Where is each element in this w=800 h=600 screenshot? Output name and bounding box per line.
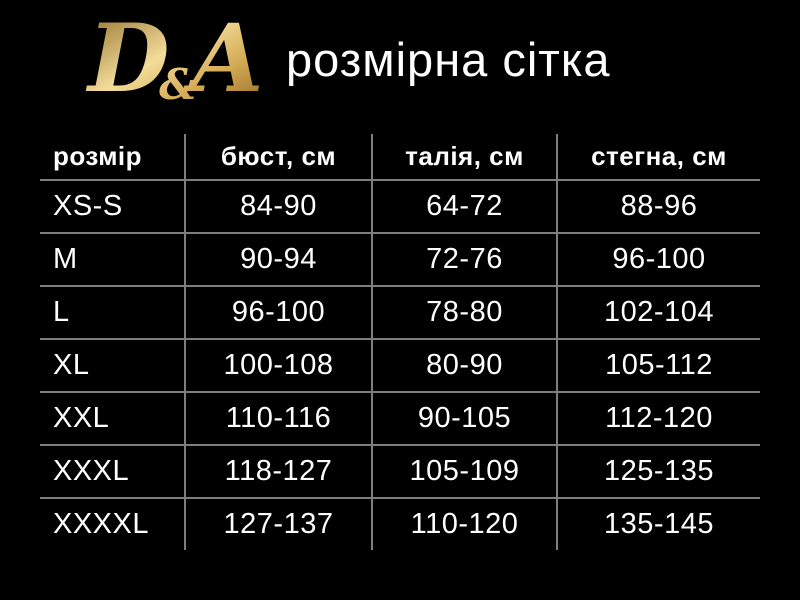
- measure-value: 78-80: [372, 286, 558, 340]
- measure-value: 110-120: [372, 498, 558, 550]
- size-label: XS-S: [40, 180, 186, 234]
- measure-value: 96-100: [557, 233, 760, 287]
- measure-value: 135-145: [604, 508, 714, 540]
- table-body: XS-S 84-90 64-72 88-96 M 90-94 72-76 96-100 L 96-…: [40, 180, 760, 550]
- brand-logo: D & A: [82, 7, 272, 111]
- measure-value: 90-105: [372, 392, 558, 446]
- measure-value: 100-108: [185, 339, 373, 393]
- table-header-row: розмір бюст, см талія, см стегна, см: [40, 134, 760, 181]
- logo-text: D & A: [85, 7, 264, 111]
- size-label: XXL: [40, 392, 186, 446]
- table-row-L: L 96-100 78-80 102-104: [40, 286, 760, 340]
- measure-value: 110-116: [185, 392, 373, 446]
- brand-header: D & A розмірна сітка: [0, 0, 800, 118]
- column-header-2: талія, см: [372, 134, 558, 181]
- measure-value: 105-112: [557, 339, 760, 393]
- size-label: L: [40, 286, 186, 340]
- measure-value: 96-100: [185, 286, 373, 340]
- size-label: XL: [40, 339, 186, 393]
- measure-value: 90-94: [185, 233, 373, 287]
- size-label: XXXL: [40, 445, 186, 499]
- logo-letter-a: A: [183, 7, 264, 111]
- measure-value: 125-135: [557, 445, 760, 499]
- table-row-XXL: XXL 110-116 90-105 112-120: [40, 392, 760, 446]
- logo-letter-d: D: [85, 7, 170, 111]
- brand-logo-graphic: D & A: [85, 7, 264, 111]
- measure-value: 102-104: [557, 286, 760, 340]
- measure-value: 127-137: [185, 498, 373, 550]
- measure-value: 118-127: [185, 445, 373, 499]
- logo-ampersand: &: [159, 60, 197, 109]
- table-row-XXXXL: XXXXL 127-137 110-120 135-145: [40, 498, 760, 550]
- measure-value: 64-72: [372, 180, 558, 234]
- table-row-M: M 90-94 72-76 96-100: [40, 233, 760, 287]
- page-title: розмірна сітка: [286, 32, 611, 86]
- measure-value: 105-109: [372, 445, 558, 499]
- column-header-1: бюст, см: [185, 134, 373, 181]
- size-chart-table: розмір бюст, см талія, см стегна, см XS-S 84…: [40, 134, 760, 550]
- table-row-XXXL: XXXL 118-127 105-109 125-135: [40, 445, 760, 499]
- measure-value: 80-90: [372, 339, 558, 393]
- column-header-3: стегна, см: [557, 134, 760, 181]
- table-row-XL: XL 100-108 80-90 105-112: [40, 339, 760, 393]
- measure-value: 112-120: [557, 392, 760, 446]
- column-header-0: розмір: [40, 134, 186, 181]
- size-label: M: [40, 233, 186, 287]
- table-row-XS-S: XS-S 84-90 64-72 88-96: [40, 180, 760, 234]
- measure-value: 84-90: [185, 180, 373, 234]
- measure-value: 72-76: [372, 233, 558, 287]
- size-label: XXXXL: [40, 498, 186, 550]
- measure-value: 88-96: [557, 180, 760, 234]
